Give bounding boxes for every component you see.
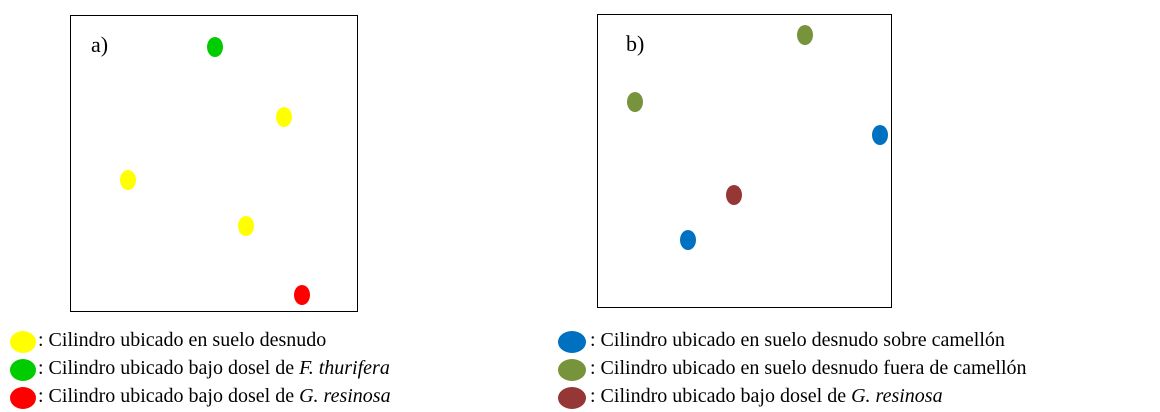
panel-b-label: b) [626, 31, 645, 56]
legend-swatch-red [10, 387, 36, 409]
panel-b: b) [597, 14, 892, 308]
legend-label: : Cilindro ubicado en suelo desnudo [38, 329, 327, 351]
panel-a-label: a) [91, 32, 109, 57]
dot-b-blue-2 [679, 229, 696, 250]
legend-label: : Cilindro ubicado en suelo desnudo sobr… [590, 329, 1005, 351]
dot-a-green-1 [206, 36, 223, 57]
legend-swatch-green [10, 359, 36, 381]
legend-text-yellow: : Cilindro ubicado en suelo desnudo [38, 328, 326, 352]
legend-text-red: : Cilindro ubicado bajo dosel de G. resi… [38, 384, 391, 408]
legend-species: F. thurifera [299, 357, 390, 379]
dot-b-olive-2 [626, 91, 643, 112]
legend-swatch-blue [558, 331, 586, 353]
legend-swatch-brown [558, 387, 586, 409]
dot-b-brown-1 [725, 184, 742, 205]
dot-b-olive-1 [796, 24, 813, 45]
legend-label: : Cilindro ubicado en suelo desnudo fuer… [590, 357, 1027, 379]
legend-text-brown: : Cilindro ubicado bajo dosel de G. resi… [590, 384, 943, 408]
legend-text-olive: : Cilindro ubicado en suelo desnudo fuer… [590, 356, 1027, 380]
legend-swatch-olive [558, 359, 586, 381]
legend-label: : Cilindro ubicado bajo dosel de [590, 385, 852, 407]
legend-species: G. resinosa [851, 385, 943, 407]
legend-swatch-yellow [10, 331, 36, 353]
dot-a-red-1 [293, 284, 310, 305]
legend-text-blue: : Cilindro ubicado en suelo desnudo sobr… [590, 328, 1005, 352]
dot-b-blue-1 [871, 124, 888, 145]
legend-text-green: : Cilindro ubicado bajo dosel de F. thur… [38, 356, 390, 380]
legend-label: : Cilindro ubicado bajo dosel de [38, 385, 300, 407]
dot-a-yellow-3 [237, 215, 254, 236]
dot-a-yellow-2 [119, 169, 136, 190]
legend-species: G. resinosa [299, 385, 391, 407]
dot-a-yellow-1 [275, 106, 292, 127]
panel-a: a) [70, 15, 358, 312]
legend-label: : Cilindro ubicado bajo dosel de [38, 357, 300, 379]
